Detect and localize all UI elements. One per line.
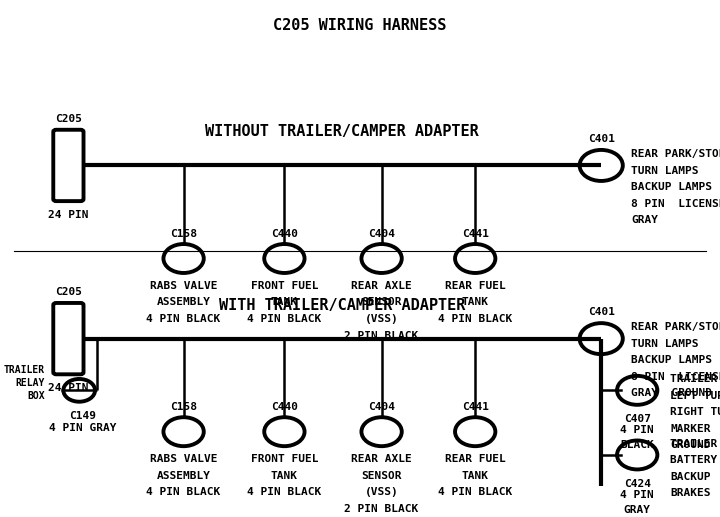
Text: REAR FUEL: REAR FUEL	[445, 281, 505, 291]
Text: (VSS): (VSS)	[365, 314, 398, 324]
Text: 4 PIN BLACK: 4 PIN BLACK	[146, 314, 221, 324]
Text: 2 PIN BLACK: 2 PIN BLACK	[344, 330, 419, 341]
Circle shape	[63, 379, 95, 402]
Text: (VSS): (VSS)	[365, 487, 398, 497]
Text: C440: C440	[271, 402, 298, 412]
Text: GRAY: GRAY	[624, 505, 651, 514]
Text: TANK: TANK	[271, 297, 298, 308]
Circle shape	[264, 244, 305, 273]
Text: 2 PIN BLACK: 2 PIN BLACK	[344, 504, 419, 514]
Text: C205 WIRING HARNESS: C205 WIRING HARNESS	[274, 18, 446, 33]
Text: TURN LAMPS: TURN LAMPS	[631, 339, 699, 349]
Text: GRAY: GRAY	[631, 215, 659, 225]
FancyBboxPatch shape	[53, 130, 84, 201]
Text: 24 PIN: 24 PIN	[48, 209, 89, 220]
Text: 4 PIN: 4 PIN	[621, 490, 654, 500]
Text: ASSEMBLY: ASSEMBLY	[157, 470, 210, 481]
Text: C440: C440	[271, 229, 298, 239]
Text: C424: C424	[624, 479, 651, 489]
Text: RABS VALVE: RABS VALVE	[150, 454, 217, 464]
Text: C441: C441	[462, 402, 489, 412]
Text: C401: C401	[588, 133, 615, 144]
Text: MARKER: MARKER	[670, 423, 711, 434]
Text: BRAKES: BRAKES	[670, 488, 711, 498]
Text: C158: C158	[170, 402, 197, 412]
Text: BACKUP LAMPS: BACKUP LAMPS	[631, 355, 713, 366]
Circle shape	[361, 417, 402, 446]
Text: REAR PARK/STOP: REAR PARK/STOP	[631, 149, 720, 159]
Text: C205: C205	[55, 287, 82, 297]
Text: C407: C407	[624, 414, 651, 424]
Text: ASSEMBLY: ASSEMBLY	[157, 297, 210, 308]
Text: REAR AXLE: REAR AXLE	[351, 281, 412, 291]
Text: C441: C441	[462, 229, 489, 239]
Circle shape	[580, 150, 623, 181]
Text: 4 PIN GRAY: 4 PIN GRAY	[49, 423, 117, 433]
Text: 4 PIN BLACK: 4 PIN BLACK	[438, 314, 513, 324]
Text: REAR PARK/STOP: REAR PARK/STOP	[631, 322, 720, 332]
Circle shape	[455, 417, 495, 446]
Text: TRAILER WIRES: TRAILER WIRES	[670, 438, 720, 449]
Text: TANK: TANK	[462, 470, 489, 481]
Text: WITH TRAILER/CAMPER ADAPTER: WITH TRAILER/CAMPER ADAPTER	[219, 297, 465, 313]
Text: C401: C401	[588, 307, 615, 317]
Text: C404: C404	[368, 229, 395, 239]
Text: REAR AXLE: REAR AXLE	[351, 454, 412, 464]
Text: C404: C404	[368, 402, 395, 412]
Circle shape	[163, 244, 204, 273]
Text: C149: C149	[69, 411, 96, 421]
Text: REAR FUEL: REAR FUEL	[445, 454, 505, 464]
Text: 4 PIN: 4 PIN	[621, 425, 654, 435]
Text: GROUND: GROUND	[670, 440, 711, 450]
Text: TANK: TANK	[271, 470, 298, 481]
Text: LEFT TURN: LEFT TURN	[670, 390, 720, 401]
Text: 8 PIN  LICENSE LAMPS: 8 PIN LICENSE LAMPS	[631, 199, 720, 209]
Text: C205: C205	[55, 114, 82, 124]
Text: TANK: TANK	[462, 297, 489, 308]
Text: 4 PIN BLACK: 4 PIN BLACK	[247, 314, 322, 324]
Text: TRAILER: TRAILER	[4, 364, 45, 375]
Text: TRAILER WIRES: TRAILER WIRES	[670, 374, 720, 384]
Text: C158: C158	[170, 229, 197, 239]
Text: BACKUP: BACKUP	[670, 472, 711, 482]
Text: BATTERY CHARGE: BATTERY CHARGE	[670, 455, 720, 465]
FancyBboxPatch shape	[53, 303, 84, 374]
Text: BOX: BOX	[27, 390, 45, 401]
Circle shape	[264, 417, 305, 446]
Circle shape	[163, 417, 204, 446]
Circle shape	[580, 323, 623, 354]
Text: TURN LAMPS: TURN LAMPS	[631, 165, 699, 176]
Text: FRONT FUEL: FRONT FUEL	[251, 454, 318, 464]
Circle shape	[617, 440, 657, 469]
Circle shape	[455, 244, 495, 273]
Text: 8 PIN  LICENSE LAMPS: 8 PIN LICENSE LAMPS	[631, 372, 720, 382]
Text: GRAY  GROUND: GRAY GROUND	[631, 388, 713, 399]
Circle shape	[617, 376, 657, 405]
Text: BACKUP LAMPS: BACKUP LAMPS	[631, 182, 713, 192]
Text: RABS VALVE: RABS VALVE	[150, 281, 217, 291]
Text: 4 PIN BLACK: 4 PIN BLACK	[146, 487, 221, 497]
Text: SENSOR: SENSOR	[361, 470, 402, 481]
Text: 4 PIN BLACK: 4 PIN BLACK	[247, 487, 322, 497]
Text: 24 PIN: 24 PIN	[48, 383, 89, 393]
Text: 4 PIN BLACK: 4 PIN BLACK	[438, 487, 513, 497]
Text: BLACK: BLACK	[621, 440, 654, 450]
Text: RIGHT TURN: RIGHT TURN	[670, 407, 720, 417]
Text: WITHOUT TRAILER/CAMPER ADAPTER: WITHOUT TRAILER/CAMPER ADAPTER	[205, 124, 479, 140]
Text: FRONT FUEL: FRONT FUEL	[251, 281, 318, 291]
Text: RELAY: RELAY	[15, 377, 45, 388]
Circle shape	[361, 244, 402, 273]
Text: SENSOR: SENSOR	[361, 297, 402, 308]
